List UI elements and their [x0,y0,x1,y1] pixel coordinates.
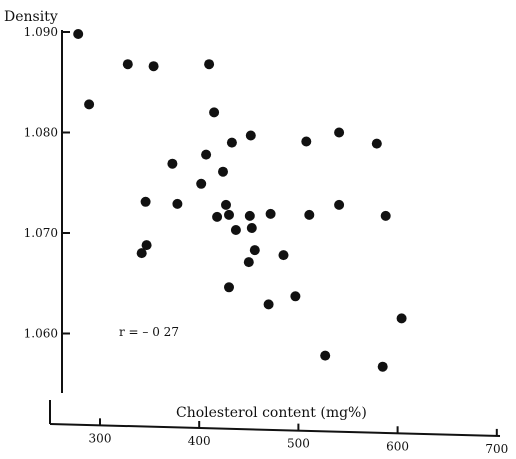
data-points [73,29,407,372]
data-point [320,350,331,361]
data-point [245,130,256,141]
y-tick-label: 1.060 [24,327,58,341]
data-point [290,291,301,302]
x-tick-label: 700 [485,442,508,456]
data-point [301,136,312,147]
data-point [141,240,152,251]
data-point [172,198,183,209]
y-tick-label: 1.080 [24,126,58,140]
data-point [377,361,388,372]
data-point [167,158,178,169]
data-point [380,210,391,221]
axes [49,30,501,437]
data-point [212,211,223,222]
data-point [122,59,133,70]
y-axis-title: Density [4,9,58,25]
data-point [218,166,228,177]
data-point [224,282,234,293]
data-point [140,196,151,207]
y-tick-label: 1.070 [24,226,58,240]
x-ticks: 300 400 500 600 700 [89,418,508,456]
x-axis-title: Cholesterol content (mg%) [176,405,367,421]
x-tick-label: 300 [89,431,112,445]
data-point [226,137,237,148]
data-point [73,29,84,39]
data-point [209,107,220,118]
data-point [84,99,95,110]
data-point [371,138,382,149]
x-tick-label: 600 [386,439,409,453]
data-point [263,299,274,310]
x-tick-label: 400 [188,434,211,448]
data-point [334,127,345,138]
data-point [304,209,315,220]
data-point [249,245,260,256]
data-point [148,61,159,72]
data-point [243,257,254,268]
data-point [221,199,231,210]
data-point [201,149,212,160]
data-point [224,209,234,220]
y-ticks: 1.090 1.080 1.070 1.060 [24,25,70,341]
x-tick-label: 500 [287,437,310,451]
data-point [230,225,241,235]
data-point [196,178,207,189]
data-point [244,210,255,221]
x-axis-line [49,423,501,437]
data-point [278,250,289,261]
data-point [265,208,276,219]
y-tick-label: 1.090 [24,25,58,39]
data-point [204,59,215,70]
data-point [334,199,345,210]
data-point [136,248,147,259]
data-point [396,313,407,324]
data-point [246,223,257,233]
correlation-annotation: r = – 0 27 [119,325,179,339]
